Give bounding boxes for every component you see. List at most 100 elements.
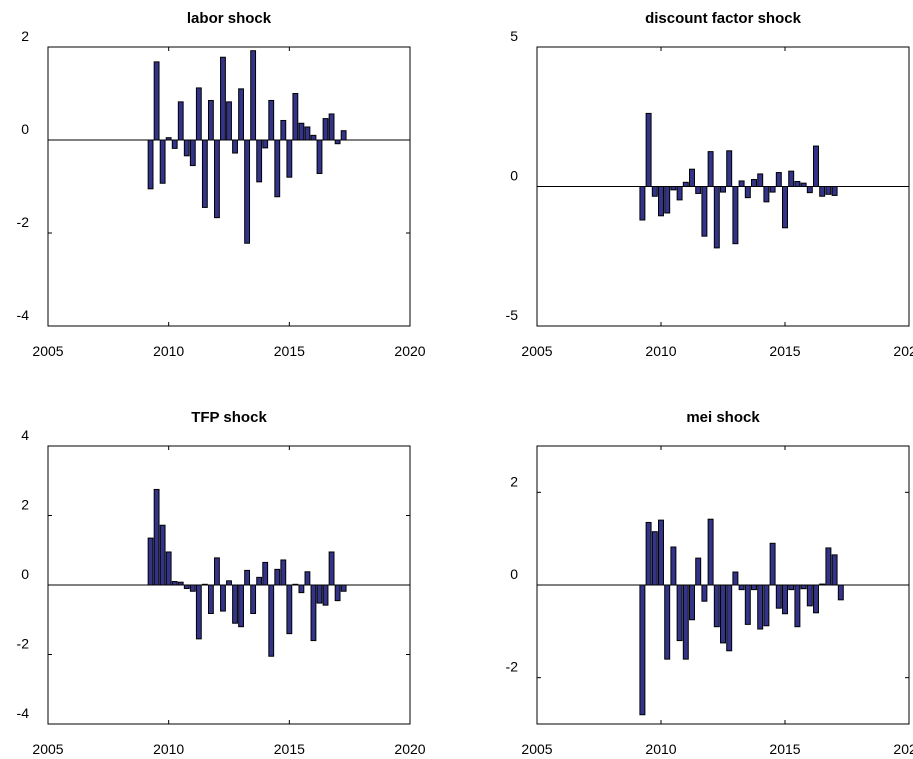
y-tick-label: 0 xyxy=(21,566,29,582)
y-tick-label: 5 xyxy=(510,28,518,44)
bar xyxy=(244,569,251,586)
bar xyxy=(153,61,160,141)
bar xyxy=(806,186,813,194)
bar xyxy=(676,584,683,642)
bar xyxy=(238,88,244,141)
bar xyxy=(256,139,263,183)
bar xyxy=(244,139,251,244)
bar xyxy=(664,186,671,214)
bar xyxy=(701,584,708,602)
bar xyxy=(726,150,733,187)
bar xyxy=(220,584,226,612)
y-tick-label: -5 xyxy=(506,307,519,323)
bar xyxy=(769,186,776,193)
bar xyxy=(763,186,770,203)
bar xyxy=(220,56,226,141)
x-tick-label: 2010 xyxy=(645,741,676,757)
bar xyxy=(831,186,838,196)
bar xyxy=(689,168,695,187)
bar xyxy=(788,584,795,591)
bar xyxy=(701,186,708,237)
subplot-title: TFP shock xyxy=(191,409,267,426)
y-tick-label: 0 xyxy=(510,168,518,184)
bar xyxy=(214,139,220,219)
bar xyxy=(689,584,695,621)
bar xyxy=(788,170,795,188)
bar xyxy=(695,186,702,194)
bar xyxy=(651,531,658,586)
bar xyxy=(262,139,269,149)
bar xyxy=(651,186,658,197)
bar xyxy=(238,584,244,628)
subplot-4: 2005 2010 2015 2020 -2 0 2 mei shock xyxy=(506,409,913,757)
bar xyxy=(751,179,757,187)
y-tick-label: -2 xyxy=(17,214,30,230)
bar xyxy=(310,134,317,141)
y-tick-label: 2 xyxy=(21,28,29,44)
bar xyxy=(232,139,238,154)
bar xyxy=(250,50,257,141)
bar xyxy=(726,584,733,652)
bar xyxy=(177,101,184,141)
bar xyxy=(262,561,269,586)
bar xyxy=(732,186,739,245)
bar xyxy=(171,581,178,586)
bar xyxy=(738,180,745,187)
bar xyxy=(782,186,788,229)
bar xyxy=(763,584,770,627)
bar xyxy=(183,584,190,589)
bar xyxy=(744,186,751,199)
bar xyxy=(658,519,664,586)
bar xyxy=(334,584,341,602)
bar xyxy=(201,139,208,208)
bar xyxy=(757,173,764,188)
bar xyxy=(732,571,739,586)
bar xyxy=(837,584,844,601)
bar xyxy=(813,584,819,614)
subplot-3: 2005 2010 2015 2020 -4 -2 0 2 4 TFP shock xyxy=(17,409,426,757)
bar xyxy=(226,101,232,141)
x-tick-label: 2015 xyxy=(769,343,800,359)
y-tick-label: 4 xyxy=(21,427,29,443)
subplot-2: 2005 2010 2015 2020 -5 0 5 discount factor shoc… xyxy=(506,10,913,359)
subplot-title: labor shock xyxy=(187,10,272,27)
bar xyxy=(751,584,757,591)
bar xyxy=(769,542,776,586)
bar xyxy=(159,139,166,184)
bar xyxy=(664,584,671,660)
bar xyxy=(165,551,172,586)
bar xyxy=(195,584,202,640)
bar xyxy=(304,571,311,586)
bar xyxy=(153,488,160,586)
bar xyxy=(775,584,782,609)
bar xyxy=(316,139,323,174)
x-tick-label: 2020 xyxy=(394,343,425,359)
y-tick-label: -2 xyxy=(506,659,519,675)
y-tick-label: -2 xyxy=(17,636,30,652)
bar xyxy=(713,186,720,249)
bar xyxy=(292,93,299,141)
bar xyxy=(825,186,832,195)
bar xyxy=(256,576,263,586)
x-tick-label: 2005 xyxy=(32,741,63,757)
bar xyxy=(782,584,788,615)
bar xyxy=(322,584,329,606)
bar xyxy=(819,186,826,197)
bar xyxy=(670,546,677,586)
bar xyxy=(328,551,335,586)
bar xyxy=(250,584,257,614)
bar xyxy=(310,584,317,642)
bar xyxy=(806,584,813,607)
bar xyxy=(720,584,726,644)
bar xyxy=(813,145,819,188)
bar xyxy=(707,518,714,586)
bar xyxy=(171,139,178,149)
x-tick-label: 2020 xyxy=(893,741,913,757)
y-tick-label: 0 xyxy=(510,566,518,582)
bar xyxy=(159,524,166,586)
x-tick-label: 2015 xyxy=(769,741,800,757)
bar xyxy=(274,139,281,198)
plot-area xyxy=(47,46,411,327)
bar xyxy=(720,186,726,193)
bar xyxy=(695,557,702,586)
